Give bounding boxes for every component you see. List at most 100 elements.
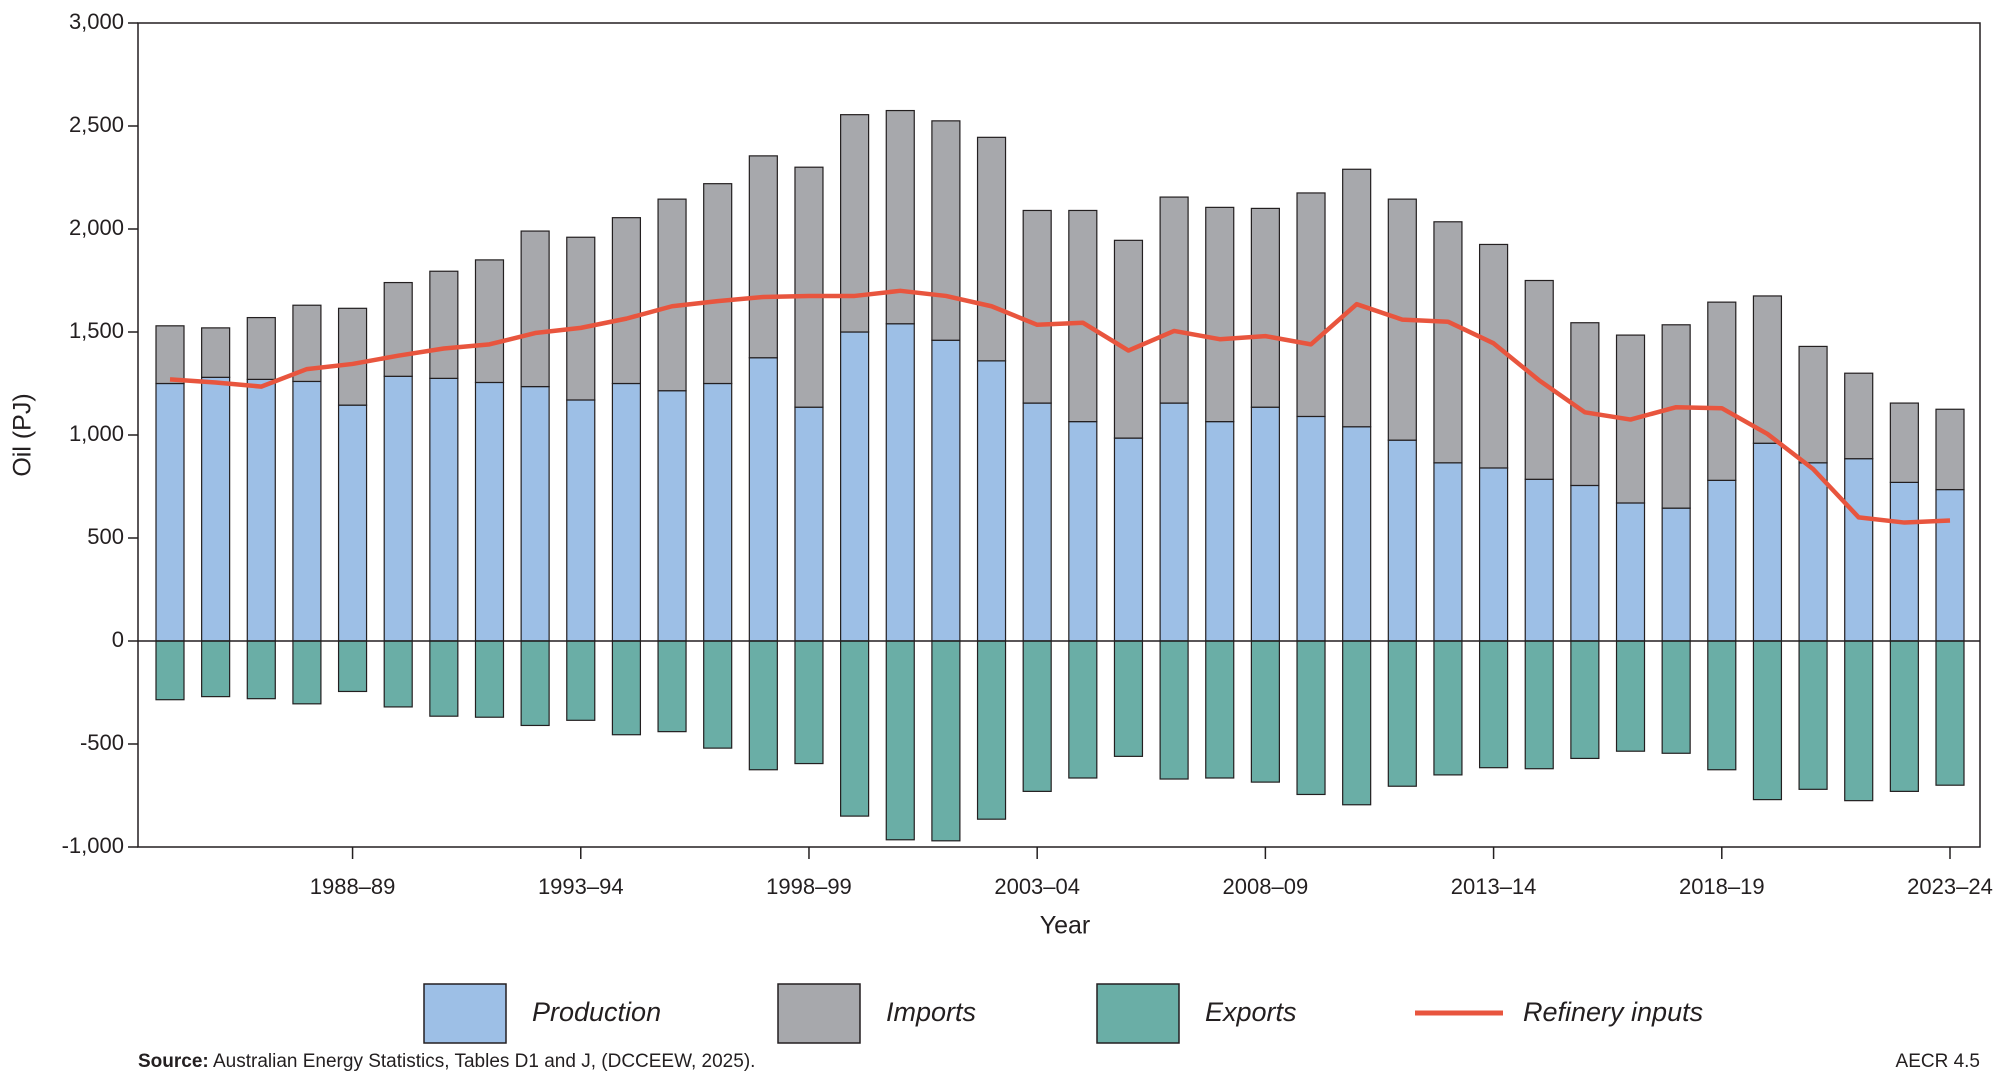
bar	[520, 230, 550, 388]
bar	[155, 640, 185, 701]
bar	[1113, 640, 1144, 757]
bar	[1342, 168, 1372, 428]
bar	[1707, 479, 1737, 642]
legend-label: Imports	[886, 997, 976, 1027]
bar	[1798, 640, 1828, 790]
x-axis-label: Year	[1040, 912, 1091, 940]
bar	[1752, 640, 1783, 801]
bar	[1661, 640, 1691, 754]
bar	[1250, 640, 1280, 783]
bar	[1205, 640, 1235, 779]
y-tick-label: -500	[80, 730, 124, 755]
bar	[1296, 192, 1326, 418]
bar	[976, 640, 1007, 820]
bar	[1570, 640, 1600, 760]
source-text: Australian Energy Statistics, Tables D1 …	[213, 1051, 755, 1072]
y-tick-label: -1,000	[62, 833, 124, 858]
x-tick-label: 2018–19	[1679, 874, 1765, 899]
bar	[748, 640, 778, 771]
bar	[383, 281, 413, 377]
bar	[1250, 406, 1280, 642]
bar	[885, 640, 915, 841]
bar	[1935, 488, 1965, 642]
y-tick-label: 1,500	[69, 318, 124, 343]
bar	[1798, 462, 1828, 642]
bar	[1615, 640, 1646, 752]
bar	[1935, 408, 1965, 491]
bar	[611, 382, 642, 642]
x-tick-label: 2013–14	[1451, 874, 1537, 899]
bar	[976, 136, 1007, 362]
y-tick-label: 2,000	[69, 215, 124, 240]
plot-frame	[137, 22, 1981, 848]
bar	[1707, 640, 1737, 771]
bar	[1844, 372, 1874, 460]
bar	[246, 316, 276, 380]
bar	[1889, 481, 1919, 642]
bar	[292, 380, 322, 642]
legend-label: Production	[532, 997, 661, 1027]
bar	[1159, 402, 1189, 642]
bar	[1615, 502, 1646, 642]
bar	[703, 382, 733, 642]
bar	[1524, 640, 1554, 770]
bar	[1159, 196, 1189, 404]
bar	[566, 236, 596, 401]
bar	[931, 339, 961, 642]
bar	[1205, 421, 1235, 642]
bar	[840, 640, 870, 817]
bar	[520, 385, 550, 642]
bar	[474, 259, 505, 384]
bar	[1478, 640, 1509, 769]
y-tick-label: 2,500	[69, 112, 124, 137]
bar	[611, 217, 642, 385]
bar	[474, 640, 505, 718]
bar	[1022, 640, 1052, 792]
bar	[246, 378, 276, 642]
bar	[1661, 324, 1691, 509]
bar	[201, 376, 231, 642]
bar	[885, 109, 915, 325]
bar	[1478, 467, 1509, 642]
bar	[201, 640, 231, 698]
bar	[1935, 640, 1965, 786]
bar	[1661, 507, 1691, 642]
figure-id: AECR 4.5	[1896, 1051, 1980, 1072]
bar	[1296, 640, 1326, 796]
bar	[1889, 402, 1919, 483]
bar	[657, 640, 687, 733]
bar	[246, 640, 276, 700]
bar	[337, 640, 368, 693]
bar	[1159, 640, 1189, 780]
bar	[383, 375, 413, 642]
legend-label: Exports	[1205, 997, 1297, 1027]
bar	[1752, 442, 1783, 642]
bar	[1342, 426, 1372, 642]
bar	[1844, 640, 1874, 802]
legend-label: Refinery inputs	[1523, 997, 1703, 1027]
bar	[703, 183, 733, 385]
bar	[794, 166, 824, 408]
bar	[155, 382, 185, 642]
bar	[1205, 206, 1235, 423]
bar	[1798, 345, 1828, 464]
bar	[748, 155, 778, 359]
y-axis-label: Oil (PJ)	[9, 393, 37, 476]
bar	[201, 327, 231, 378]
bar	[566, 399, 596, 642]
bar	[1113, 437, 1144, 642]
x-tick-label: 2008–09	[1223, 874, 1309, 899]
bar	[1068, 209, 1098, 423]
bar	[1387, 640, 1417, 787]
bar	[1433, 462, 1463, 642]
bar	[1342, 640, 1372, 806]
bar	[1570, 484, 1600, 642]
bar	[429, 640, 459, 717]
bar	[794, 640, 824, 765]
legend-swatch	[1096, 983, 1180, 1044]
x-tick-label: 2023–24	[1907, 874, 1993, 899]
x-tick-label: 1988–89	[310, 874, 396, 899]
bar	[703, 640, 733, 749]
y-tick-label: 0	[112, 627, 124, 652]
